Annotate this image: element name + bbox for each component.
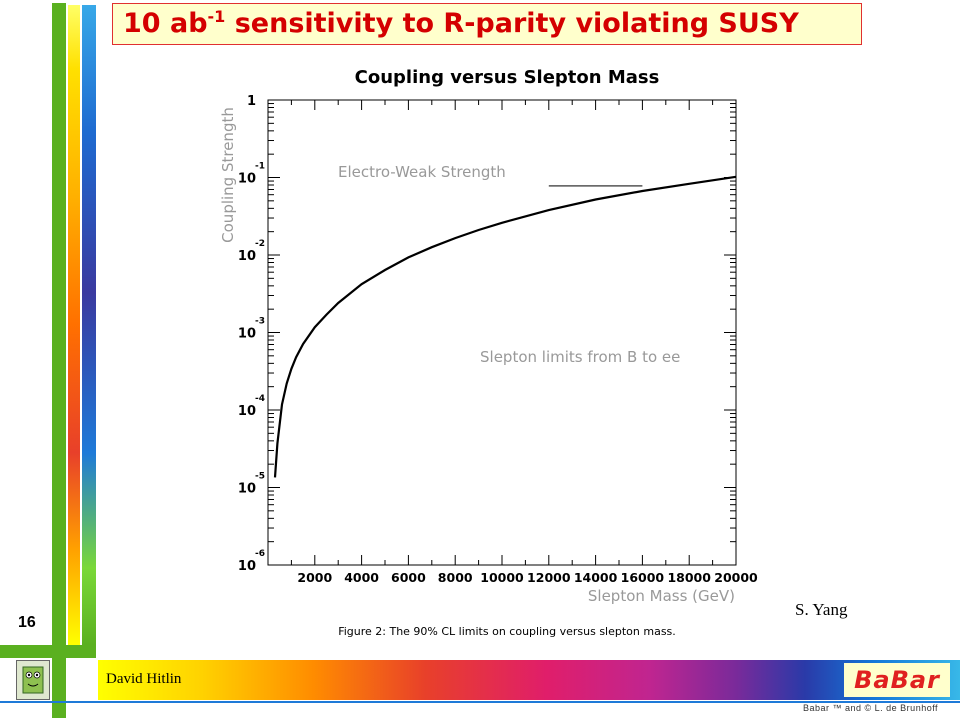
left-bar-rainbow [68, 5, 80, 645]
x-tick-label: 6000 [391, 570, 426, 585]
x-tick-label: 12000 [527, 570, 571, 585]
y-tick-exponent: -1 [255, 162, 265, 172]
bottom-bar-green [0, 645, 96, 658]
footer-strip: David Hitlin BaBar [98, 660, 960, 700]
x-tick-label: 8000 [438, 570, 473, 585]
y-tick-label: 10 [238, 559, 256, 574]
annotation-electroweak: Electro-Weak Strength [338, 163, 506, 181]
y-tick-exponent: -6 [255, 549, 265, 559]
babar-logo: BaBar [844, 663, 950, 697]
page-number: 16 [18, 614, 36, 631]
y-tick-exponent: -2 [255, 239, 265, 249]
credit-text: S. Yang [795, 600, 848, 619]
author-name: David Hitlin [106, 671, 182, 687]
chart-title: Coupling versus Slepton Mass [355, 67, 660, 88]
copyright-text: Babar ™ and © L. de Brunhoff [803, 703, 939, 713]
y-tick-label: 10 [238, 404, 256, 419]
x-tick-label: 14000 [574, 570, 618, 585]
x-tick-label: 16000 [621, 570, 665, 585]
y-tick-label: 10 [238, 327, 256, 342]
babar-logo-text: BaBar [854, 666, 940, 694]
x-axis-label: Slepton Mass (GeV) [588, 587, 735, 605]
y-tick-label: 10 [238, 249, 256, 264]
slide-title-box: 10 ab-1 sensitivity to R-parity violatin… [112, 3, 862, 45]
y-tick-exponent: -4 [255, 394, 265, 404]
y-tick-exponent: -3 [255, 317, 265, 327]
y-tick-exponent: -5 [255, 472, 265, 482]
y-tick-label: 10 [238, 482, 256, 497]
x-tick-label: 2000 [297, 570, 332, 585]
x-tick-label: 20000 [714, 570, 758, 585]
left-bar-blue [82, 5, 96, 645]
left-bar-green [52, 3, 66, 718]
x-tick-label: 18000 [667, 570, 711, 585]
bottom-bar-blue [0, 701, 960, 703]
x-tick-label: 10000 [480, 570, 524, 585]
figure-caption: Figure 2: The 90% CL limits on coupling … [338, 625, 676, 638]
y-tick-label: 10 [238, 172, 256, 187]
frog-mascot-icon [16, 660, 50, 700]
coupling-limit-curve [273, 175, 737, 478]
y-axis-label: Coupling Strength [219, 107, 237, 243]
slide-title: 10 ab-1 sensitivity to R-parity violatin… [123, 7, 799, 39]
x-tick-label: 4000 [344, 570, 379, 585]
y-tick-label: 1 [247, 94, 256, 109]
annotation-slepton-limits: Slepton limits from B to ee [480, 348, 680, 366]
